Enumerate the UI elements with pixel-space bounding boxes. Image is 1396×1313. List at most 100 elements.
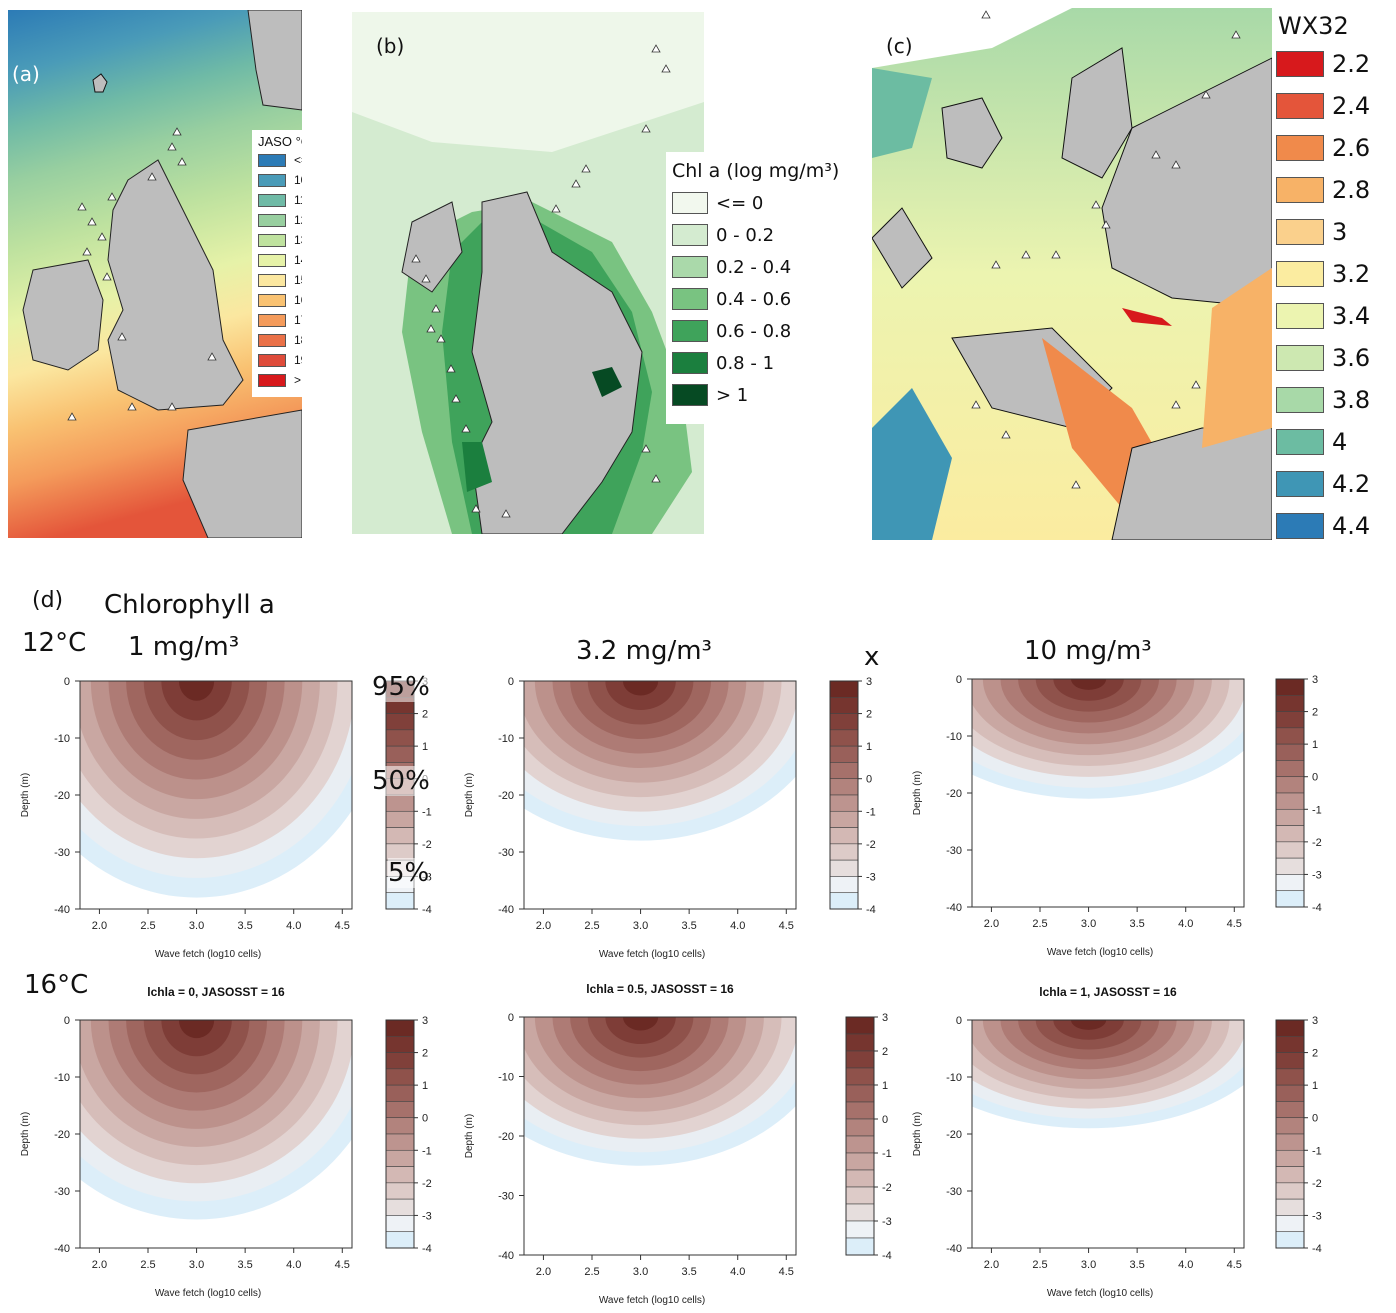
colorbar-step — [845, 1118, 875, 1137]
y-tick-label: -20 — [54, 1129, 70, 1141]
colorbar-step — [1275, 776, 1305, 794]
legend-swatch — [672, 384, 708, 406]
colorbar-step — [845, 1016, 875, 1035]
panel-a-tag: (a) — [12, 62, 40, 86]
legend-item: 0.6 - 0.8 — [672, 320, 864, 342]
colorbar-frame — [829, 680, 859, 910]
colorbar-step — [845, 1135, 875, 1154]
legend-title: WX32 — [1278, 12, 1349, 40]
pct-50: 50% — [372, 766, 430, 796]
wave-exposure-map — [872, 8, 1273, 540]
colorbar-step — [385, 1052, 415, 1070]
colorbar-step — [829, 729, 859, 747]
panel-d-title: Chlorophyll a — [104, 590, 275, 620]
legend-swatch — [1276, 51, 1324, 77]
colorbar-step — [1275, 890, 1305, 908]
x-tick-label: 2.0 — [92, 1259, 107, 1271]
y-tick-label: -10 — [498, 1072, 514, 1084]
legend-label: 2.8 — [1332, 176, 1371, 204]
colorbar-step — [829, 827, 859, 845]
legend-swatch — [258, 333, 286, 347]
colorbar-tick-label: -2 — [866, 839, 876, 851]
colorbar-step — [1275, 678, 1305, 696]
colorbar-step — [385, 1068, 415, 1086]
legend-item: 3.6 — [1276, 344, 1392, 372]
legend-label: > 1 — [716, 384, 749, 406]
legend-swatch — [672, 352, 708, 374]
colorbar-tick-label: -1 — [1312, 804, 1322, 816]
x-tick-label: 3.5 — [1129, 1259, 1144, 1271]
y-tick-label: 0 — [64, 1015, 70, 1027]
x-tick-label: 4.5 — [779, 1266, 794, 1278]
colorbar-step — [1275, 1068, 1305, 1086]
colorbar-step — [1275, 825, 1305, 843]
colorbar-tick-label: 2 — [422, 709, 428, 721]
colorbar-step — [1275, 1149, 1305, 1167]
legend-item: 0.2 - 0.4 — [672, 256, 864, 278]
legend-label: <= 10 — [294, 153, 302, 167]
legend-swatch — [672, 320, 708, 342]
colorbar-step — [845, 1067, 875, 1086]
x-tick-label: 3.5 — [237, 920, 252, 932]
contour-field — [80, 1020, 352, 1248]
colorbar-step — [385, 1231, 415, 1249]
colorbar-tick-label: -2 — [422, 839, 432, 851]
y-tick-label: 0 — [508, 1012, 514, 1024]
colorbar-step — [385, 892, 415, 910]
colorbar-tick-label: -3 — [1312, 1210, 1322, 1222]
x-tick-label: 3.0 — [189, 1259, 204, 1271]
colorbar-step — [845, 1203, 875, 1222]
map-panel-b: (b) Chl a (log mg/m³) <= 0 0 - 0.2 0.2 - 0… — [352, 12, 864, 534]
colorbar-frame — [385, 1019, 415, 1249]
colorbar-tick-label: 3 — [422, 1015, 428, 1027]
x-tick-label: 2.5 — [584, 1266, 599, 1278]
legend-item: 18 - 19 — [258, 333, 302, 347]
legend-swatch — [1276, 471, 1324, 497]
legend-swatch — [1276, 387, 1324, 413]
colorbar-tick-label: -1 — [1312, 1145, 1322, 1157]
legend-item: 0.4 - 0.6 — [672, 288, 864, 310]
colorbar-tick-label: -2 — [422, 1178, 432, 1190]
y-tick-label: -30 — [498, 847, 514, 859]
legend-label: 17 - 18 — [294, 313, 302, 327]
row-label-16: 16°C — [24, 970, 89, 1000]
colorbar-step — [829, 810, 859, 828]
y-axis-label: Depth (m) — [912, 771, 923, 815]
colorbar-step — [1275, 694, 1305, 712]
legend-label: 19 - 20 — [294, 353, 302, 367]
panel-c-legend: WX32 2.2 2.4 2.6 2.8 3 3.2 3.4 3.6 3.8 4 4.2 4.4 — [1276, 8, 1392, 540]
legend-label: 0 - 0.2 — [716, 224, 775, 246]
colorbar-step — [1275, 808, 1305, 826]
x-tick-label: 4.0 — [730, 920, 745, 932]
legend-swatch — [1276, 303, 1324, 329]
colorbar-tick-label: -2 — [1312, 1178, 1322, 1190]
colorbar-step — [385, 1101, 415, 1119]
colorbar-tick-label: -4 — [866, 904, 876, 916]
legend-item: 2.2 — [1276, 50, 1392, 78]
colorbar-tick-label: 2 — [882, 1046, 888, 1058]
y-tick-label: 0 — [64, 676, 70, 688]
y-tick-label: -10 — [54, 1072, 70, 1084]
colorbar-step — [1275, 1231, 1305, 1249]
legend-item: 16 - 17 — [258, 293, 302, 307]
contour-field — [972, 1020, 1244, 1248]
colorbar-step — [829, 762, 859, 780]
contour-field — [524, 1017, 796, 1255]
legend-swatch — [258, 233, 286, 247]
x-tick-label: 4.5 — [335, 1259, 350, 1271]
legend-label: 3.4 — [1332, 302, 1371, 330]
y-tick-label: -10 — [946, 731, 962, 743]
legend-item: <= 0 — [672, 192, 864, 214]
plot-title: lchla = 1, JASOSST = 16 — [1039, 985, 1177, 999]
y-tick-label: -40 — [498, 904, 514, 916]
x-tick-label: 2.5 — [1032, 918, 1047, 930]
colorbar-tick-label: -2 — [1312, 837, 1322, 849]
legend-swatch — [672, 288, 708, 310]
x-tick-label: 3.0 — [633, 1266, 648, 1278]
legend-swatch — [258, 353, 286, 367]
colorbar-tick-label: 0 — [1312, 1113, 1318, 1125]
colorbar-step — [829, 680, 859, 698]
colorbar-tick-label: 3 — [1312, 1015, 1318, 1027]
x-tick-label: 2.5 — [140, 920, 155, 932]
plot-title: lchla = 0.5, JASOSST = 16 — [586, 982, 734, 996]
